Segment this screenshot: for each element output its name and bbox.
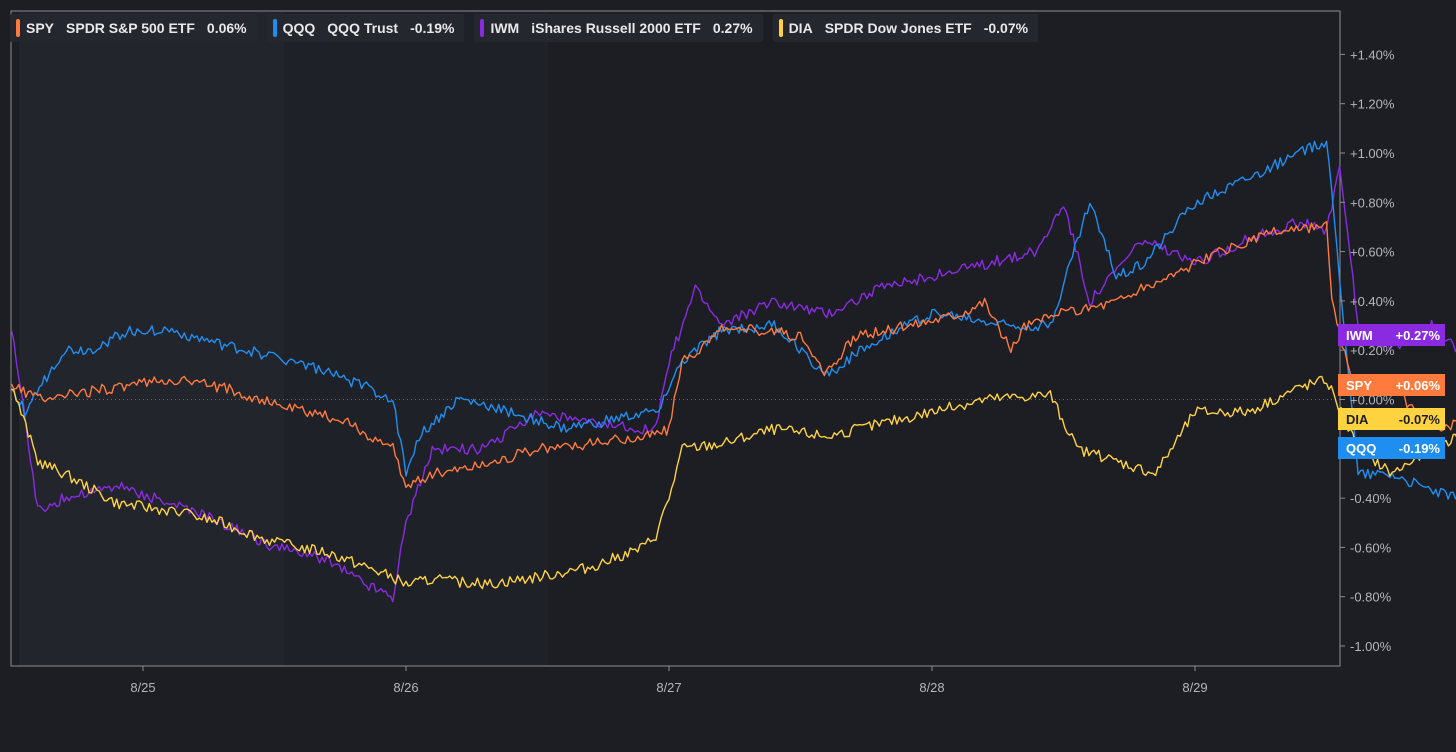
price-badge-symbol: IWM xyxy=(1346,328,1373,343)
price-badge-symbol: DIA xyxy=(1346,412,1369,427)
legend-name-dia: SPDR Dow Jones ETF xyxy=(824,20,972,36)
legend: SPY SPDR S&P 500 ETF 0.06% QQQ QQQ Trust… xyxy=(10,14,1039,42)
y-tick-label: +0.60% xyxy=(1350,245,1395,260)
price-badge-symbol: QQQ xyxy=(1346,441,1376,456)
legend-name-iwm: iShares Russell 2000 ETF xyxy=(531,20,701,36)
y-tick-label: +1.20% xyxy=(1350,97,1395,112)
y-tick-label: +1.00% xyxy=(1350,146,1395,161)
legend-item-qqq[interactable]: QQQ QQQ Trust -0.19% xyxy=(266,14,465,42)
x-axis: 8/25 8/26 8/27 8/28 8/29 xyxy=(130,666,1208,695)
legend-change-qqq: -0.19% xyxy=(410,20,455,36)
x-tick-label: 8/25 xyxy=(130,680,155,695)
legend-swatch-spy xyxy=(16,19,20,37)
legend-change-spy: 0.06% xyxy=(206,20,247,36)
price-badge-qqq: QQQ -0.19% xyxy=(1338,437,1445,459)
y-tick-label: +0.00% xyxy=(1350,393,1395,408)
y-tick-label: -0.40% xyxy=(1350,491,1392,506)
price-badges: IWM +0.27% SPY +0.06% DIA -0.07% QQQ -0.19% xyxy=(1338,324,1445,459)
y-tick-label: +1.40% xyxy=(1350,47,1395,62)
legend-name-qqq: QQQ Trust xyxy=(327,20,399,36)
legend-change-iwm: 0.27% xyxy=(712,20,753,36)
y-tick-label: -0.80% xyxy=(1350,590,1392,605)
legend-swatch-qqq xyxy=(272,19,277,37)
session-band xyxy=(19,12,284,666)
series-line-qqq xyxy=(11,140,1456,500)
legend-swatch-dia xyxy=(778,19,783,37)
x-tick-label: 8/27 xyxy=(656,680,681,695)
legend-symbol-iwm: IWM xyxy=(490,20,520,36)
legend-item-spy[interactable]: SPY SPDR S&P 500 ETF 0.06% xyxy=(10,14,257,42)
y-tick-label: +0.40% xyxy=(1350,294,1395,309)
legend-item-iwm[interactable]: IWM iShares Russell 2000 ETF 0.27% xyxy=(474,14,763,42)
price-badge-spy: SPY +0.06% xyxy=(1338,374,1445,396)
series-line-iwm xyxy=(10,165,1456,603)
legend-symbol-spy: SPY xyxy=(26,20,55,36)
price-badge-value: +0.27% xyxy=(1396,328,1441,343)
legend-item-dia[interactable]: DIA SPDR Dow Jones ETF -0.07% xyxy=(772,14,1039,42)
legend-change-dia: -0.07% xyxy=(983,20,1029,36)
price-badge-dia: DIA -0.07% xyxy=(1338,408,1445,430)
x-tick-label: 8/26 xyxy=(393,680,418,695)
session-band xyxy=(284,12,548,666)
y-axis: +1.40% +1.20% +1.00% +0.80% +0.60% +0.40% +0.2… xyxy=(1340,47,1395,654)
y-tick-label: +0.20% xyxy=(1350,343,1395,358)
session-bands xyxy=(19,12,548,666)
price-badge-symbol: SPY xyxy=(1346,378,1372,393)
legend-name-spy: SPDR S&P 500 ETF xyxy=(66,20,195,36)
y-tick-label: -1.00% xyxy=(1350,639,1392,654)
price-badge-value: -0.07% xyxy=(1399,412,1441,427)
price-badge-value: -0.19% xyxy=(1399,441,1441,456)
price-badge-value: +0.06% xyxy=(1396,378,1441,393)
x-tick-label: 8/28 xyxy=(919,680,944,695)
legend-symbol-dia: DIA xyxy=(788,20,813,36)
y-tick-label: +0.80% xyxy=(1350,195,1395,210)
legend-swatch-iwm xyxy=(480,19,485,37)
legend-symbol-qqq: QQQ xyxy=(282,20,316,36)
y-tick-label: -0.60% xyxy=(1350,540,1392,555)
price-badge-iwm: IWM +0.27% xyxy=(1338,324,1445,346)
x-tick-label: 8/29 xyxy=(1182,680,1207,695)
